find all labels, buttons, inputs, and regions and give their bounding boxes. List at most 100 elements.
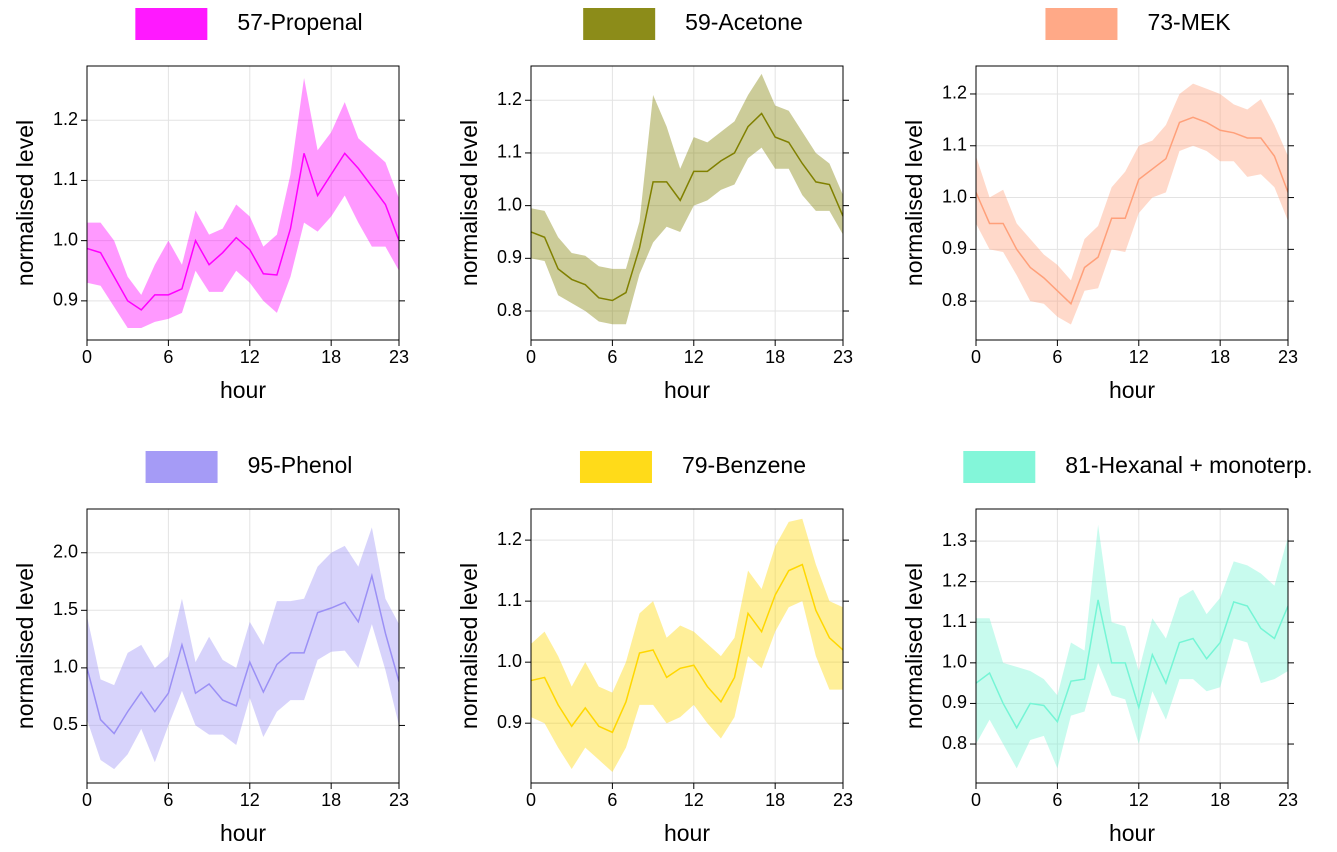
y-tick-label: 0.5 (53, 714, 78, 734)
legend-swatch (583, 8, 656, 40)
x-tick-label: 6 (163, 790, 173, 810)
panel: 0.8 0.9 1.0 1.1 1.2 1.3 0 6 12 18 23 hour normalised… (901, 451, 1313, 846)
x-tick-label: 12 (1129, 790, 1149, 810)
legend-item: 73-MEK (1045, 8, 1231, 40)
y-tick-label: 1.1 (942, 135, 967, 155)
y-axis-label: normalised level (12, 120, 38, 286)
y-tick-label: 1.1 (497, 590, 522, 610)
y-tick-label: 1.2 (942, 83, 967, 103)
plot-frame (530, 65, 844, 341)
plot-area (87, 78, 399, 328)
legend-swatch (1045, 8, 1118, 40)
plot-frame (975, 508, 1289, 784)
panel: 0.5 1.0 1.5 2.0 0 6 12 18 23 hour normalised level… (12, 451, 409, 846)
x-axis-label: hour (1109, 820, 1155, 846)
x-tick-label: 23 (389, 347, 409, 367)
y-tick-label: 1.0 (942, 652, 967, 672)
legend-swatch (135, 8, 208, 40)
y-tick-label: 0.9 (942, 692, 967, 712)
y-tick-label: 0.8 (942, 733, 967, 753)
confidence-band (531, 73, 843, 325)
legend-item: 95-Phenol (145, 451, 353, 483)
x-tick-label: 6 (1052, 347, 1062, 367)
legend-label: 57-Propenal (237, 9, 362, 35)
x-tick-label: 12 (684, 790, 704, 810)
x-axis-label: hour (220, 820, 266, 846)
y-tick-label: 0.9 (53, 290, 78, 310)
x-tick-label: 0 (526, 347, 536, 367)
mean-line (976, 116, 1288, 306)
y-axis-label: normalised level (456, 563, 482, 729)
y-tick-label: 1.0 (497, 194, 522, 214)
x-tick-label: 23 (833, 790, 853, 810)
x-axis-label: hour (220, 377, 266, 403)
plot-area (87, 527, 399, 770)
legend-label: 81-Hexanal + monoterp. (1065, 452, 1312, 478)
x-tick-label: 23 (389, 790, 409, 810)
y-tick-label: 1.1 (942, 611, 967, 631)
y-tick-label: 1.2 (497, 89, 522, 109)
plot-area (976, 524, 1288, 769)
panel: 0.9 1.0 1.1 1.2 0 6 12 18 23 hour normalised level… (12, 8, 409, 403)
x-tick-label: 23 (833, 347, 853, 367)
x-tick-label: 0 (526, 790, 536, 810)
legend-swatch (963, 451, 1036, 483)
confidence-band (87, 527, 399, 770)
y-axis-label: normalised level (12, 563, 38, 729)
plot-frame (86, 65, 400, 341)
plot-area (976, 83, 1288, 325)
confidence-band (976, 524, 1288, 769)
y-tick-label: 1.2 (942, 570, 967, 590)
legend-item: 57-Propenal (135, 8, 363, 40)
panel: 0.8 0.9 1.0 1.1 1.2 0 6 12 18 23 hour normalised le… (456, 8, 853, 403)
legend-swatch (145, 451, 218, 483)
plot-frame (530, 508, 844, 784)
confidence-band (87, 78, 399, 328)
y-axis-label: normalised level (901, 120, 927, 286)
legend-label: 59-Acetone (685, 9, 803, 35)
plot-frame (975, 65, 1289, 341)
plot-area (531, 73, 843, 325)
x-tick-label: 18 (765, 347, 785, 367)
x-tick-label: 12 (1129, 347, 1149, 367)
legend-item: 79-Benzene (579, 451, 806, 483)
y-tick-label: 1.0 (53, 657, 78, 677)
y-tick-label: 1.1 (53, 169, 78, 189)
y-axis-label: normalised level (456, 120, 482, 286)
x-tick-label: 6 (163, 347, 173, 367)
mean-line (531, 563, 843, 734)
x-tick-label: 18 (321, 790, 341, 810)
y-tick-label: 1.5 (53, 599, 78, 619)
x-tick-label: 6 (1052, 790, 1062, 810)
x-tick-label: 23 (1278, 790, 1298, 810)
y-tick-label: 1.0 (942, 186, 967, 206)
x-tick-label: 0 (82, 790, 92, 810)
y-tick-label: 0.8 (497, 300, 522, 320)
mean-line (87, 572, 399, 735)
mean-line (531, 112, 843, 302)
panel: 0.9 1.0 1.1 1.2 0 6 12 18 23 hour normalised level… (456, 451, 853, 846)
x-tick-label: 6 (607, 347, 617, 367)
x-tick-label: 18 (1210, 790, 1230, 810)
mean-line (976, 599, 1288, 730)
x-tick-label: 12 (240, 347, 260, 367)
legend-label: 73-MEK (1147, 9, 1231, 35)
y-tick-label: 1.2 (53, 109, 78, 129)
x-tick-label: 12 (240, 790, 260, 810)
x-tick-label: 0 (971, 790, 981, 810)
y-tick-label: 1.1 (497, 142, 522, 162)
y-tick-label: 1.0 (53, 229, 78, 249)
mean-line (87, 152, 399, 311)
y-tick-label: 1.3 (942, 530, 967, 550)
x-tick-label: 18 (765, 790, 785, 810)
x-tick-label: 0 (971, 347, 981, 367)
legend-label: 95-Phenol (248, 452, 353, 478)
plot-frame (86, 508, 400, 784)
legend-swatch (579, 451, 652, 483)
confidence-band (976, 83, 1288, 325)
panel: 0.8 0.9 1.0 1.1 1.2 0 6 12 18 23 hour normalised le… (901, 8, 1298, 403)
x-tick-label: 18 (321, 347, 341, 367)
legend-item: 81-Hexanal + monoterp. (963, 451, 1313, 483)
y-tick-label: 1.2 (497, 529, 522, 549)
